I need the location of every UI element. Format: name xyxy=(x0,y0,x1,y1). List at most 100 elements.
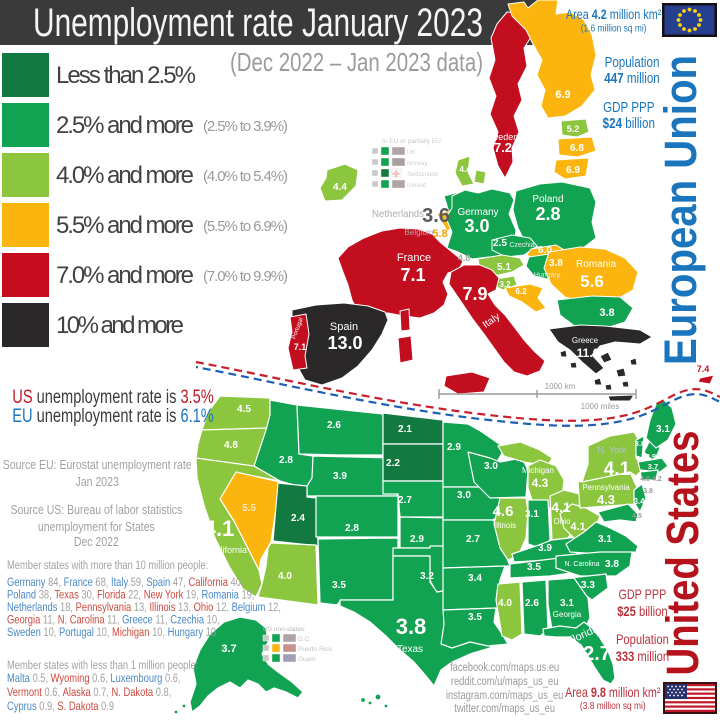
svg-text:4.0 4.2: 4.0 4.2 xyxy=(640,476,662,483)
svg-text:11.6: 11.6 xyxy=(577,346,600,360)
svg-text:Iceland: Iceland xyxy=(407,183,426,189)
svg-text:2.8: 2.8 xyxy=(279,455,293,466)
svg-text:4.1: 4.1 xyxy=(570,521,585,533)
svg-text:7.2: 7.2 xyxy=(494,140,512,155)
svg-text:N. Carolina: N. Carolina xyxy=(564,561,599,568)
svg-text:(Dec 2022 – Jan 2023 data): (Dec 2022 – Jan 2023 data) xyxy=(230,47,483,77)
svg-text:Czechia: Czechia xyxy=(509,242,534,249)
svg-text:5.8: 5.8 xyxy=(432,228,447,240)
svg-text:4.1: 4.1 xyxy=(604,459,631,480)
svg-text:(7.0% to 9.9%): (7.0% to 9.9%) xyxy=(203,268,288,285)
svg-text:(2.5% to 3.9%): (2.5% to 3.9%) xyxy=(203,118,288,135)
svg-text:5.1: 5.1 xyxy=(497,262,511,273)
svg-text:333 million: 333 million xyxy=(616,649,669,664)
svg-text:4.0: 4.0 xyxy=(498,598,512,609)
svg-text:facebook.com/maps.us.eu: facebook.com/maps.us.eu xyxy=(450,661,559,674)
svg-text:3.8: 3.8 xyxy=(605,559,619,570)
svg-text:6.9: 6.9 xyxy=(566,165,580,176)
svg-text:Poland: Poland xyxy=(532,194,563,205)
svg-text:4.0% and more: 4.0% and more xyxy=(56,162,194,189)
svg-text:In EU or partially EU:: In EU or partially EU: xyxy=(382,138,443,145)
svg-text:3.1: 3.1 xyxy=(656,424,670,435)
svg-text:2.6: 2.6 xyxy=(327,420,341,431)
svg-text:UK: UK xyxy=(407,150,415,156)
svg-text:3.2: 3.2 xyxy=(499,280,511,289)
svg-text:N. York: N. York xyxy=(597,445,627,455)
svg-text:1000 km: 1000 km xyxy=(545,382,576,391)
svg-text:Georgia: Georgia xyxy=(553,610,582,619)
svg-text:Population: Population xyxy=(605,54,660,71)
svg-text:Sweden 10, Portugal 10, Michig: Sweden 10, Portugal 10, Michigan 10, Hun… xyxy=(7,626,216,639)
svg-text:Cyprus 0.9, S. Dakota 0.9: Cyprus 0.9, S. Dakota 0.9 xyxy=(7,700,114,713)
svg-text:(4.0% to 5.4%): (4.0% to 5.4%) xyxy=(203,168,288,185)
svg-text:Puerto Rico: Puerto Rico xyxy=(298,646,332,653)
svg-text:Sweden: Sweden xyxy=(486,132,519,142)
svg-text:twitter.com/maps_us_eu: twitter.com/maps_us_eu xyxy=(454,702,555,715)
svg-text:3.6: 3.6 xyxy=(422,205,450,227)
svg-text:7.1: 7.1 xyxy=(294,342,307,352)
svg-text:2.7: 2.7 xyxy=(466,534,480,545)
svg-text:2.7: 2.7 xyxy=(583,643,611,665)
svg-text:Michigan: Michigan xyxy=(522,466,554,475)
svg-text:3.2: 3.2 xyxy=(420,571,434,582)
svg-text:Romania: Romania xyxy=(576,259,616,270)
svg-text:3.4: 3.4 xyxy=(633,497,645,506)
svg-text:2.2: 2.2 xyxy=(386,458,400,469)
svg-text:2.4: 2.4 xyxy=(291,513,305,524)
svg-text:6.2: 6.2 xyxy=(515,287,527,296)
svg-text:2.6: 2.6 xyxy=(525,598,539,609)
svg-text:Germany 84, France 68, Italy 5: Germany 84, France 68, Italy 59, Spain 4… xyxy=(7,576,244,589)
svg-text:4.8: 4.8 xyxy=(224,440,238,451)
svg-text:Texas: Texas xyxy=(397,644,423,655)
svg-text:Norway: Norway xyxy=(407,161,427,167)
svg-text:4.5: 4.5 xyxy=(237,404,251,415)
svg-text:2.9: 2.9 xyxy=(410,534,424,545)
svg-text:7.4: 7.4 xyxy=(697,364,710,374)
svg-text:4.1: 4.1 xyxy=(204,516,235,541)
svg-text:5.2: 5.2 xyxy=(567,124,580,134)
svg-text:3.8: 3.8 xyxy=(643,488,653,495)
svg-text:3.8: 3.8 xyxy=(396,614,427,639)
svg-text:4.3: 4.3 xyxy=(597,492,615,507)
svg-text:3.8: 3.8 xyxy=(599,307,614,319)
svg-text:2.5: 2.5 xyxy=(493,238,507,249)
svg-text:GDP PPP: GDP PPP xyxy=(603,99,655,116)
svg-text:US unemployment rate is 3.5%: US unemployment rate is 3.5% xyxy=(12,386,213,407)
svg-text:Area 9.8 million km²: Area 9.8 million km² xyxy=(565,685,660,700)
svg-text:Greece: Greece xyxy=(572,336,599,345)
svg-text:United States: United States xyxy=(657,431,708,676)
svg-text:Vermont 0.6, Alaska 0.7, N. Da: Vermont 0.6, Alaska 0.7, N. Dakota 0.8, xyxy=(7,686,171,699)
svg-text:reddit.com/u/maps_us_eu: reddit.com/u/maps_us_eu xyxy=(451,675,559,688)
svg-text:Poland 38, Texas 30, Florida 2: Poland 38, Texas 30, Florida 22, New Yor… xyxy=(7,588,254,601)
svg-text:1000 miles: 1000 miles xyxy=(581,402,620,411)
svg-text:European Union: European Union xyxy=(655,55,706,365)
svg-text:3.1: 3.1 xyxy=(560,598,574,609)
svg-text:6.9: 6.9 xyxy=(555,89,570,101)
svg-text:6.0: 6.0 xyxy=(538,245,552,256)
svg-text:3.1: 3.1 xyxy=(598,534,612,545)
svg-text:2.7: 2.7 xyxy=(398,495,412,506)
svg-text:Germany: Germany xyxy=(457,207,498,218)
svg-text:Belgium: Belgium xyxy=(405,228,434,237)
svg-text:Unemployment rate January 2023: Unemployment rate January 2023 xyxy=(33,1,483,45)
svg-text:4.1: 4.1 xyxy=(551,499,571,515)
svg-text:Source EU: Eurostat unemployme: Source EU: Eurostat unemployment rate xyxy=(3,457,192,472)
svg-text:Georgia 11, N. Carolina 11, Gr: Georgia 11, N. Carolina 11, Greece 11, C… xyxy=(7,613,220,626)
svg-text:Netherlands 18, Pennsylvania 1: Netherlands 18, Pennsylvania 13, Illinoi… xyxy=(7,601,281,614)
svg-text:2.8: 2.8 xyxy=(535,204,560,224)
svg-text:3.9: 3.9 xyxy=(538,543,552,554)
svg-text:4.6: 4.6 xyxy=(493,503,514,520)
svg-text:Hungary: Hungary xyxy=(534,272,561,279)
svg-text:7.0% and more: 7.0% and more xyxy=(56,262,194,289)
svg-text:3.8: 3.8 xyxy=(549,258,563,269)
svg-text:3.1: 3.1 xyxy=(525,509,539,520)
svg-text:$24 billion: $24 billion xyxy=(603,115,655,132)
svg-text:Guam: Guam xyxy=(298,656,316,663)
svg-text:France: France xyxy=(397,252,431,264)
svg-text:Area 4.2 million km²: Area 4.2 million km² xyxy=(566,7,661,22)
svg-text:3.5: 3.5 xyxy=(332,580,346,591)
svg-text:(5.5% to 6.9%): (5.5% to 6.9%) xyxy=(203,218,288,235)
svg-text:Switzerland: Switzerland xyxy=(407,172,438,178)
svg-text:3.3: 3.3 xyxy=(581,580,595,591)
svg-text:4.5: 4.5 xyxy=(632,513,642,520)
